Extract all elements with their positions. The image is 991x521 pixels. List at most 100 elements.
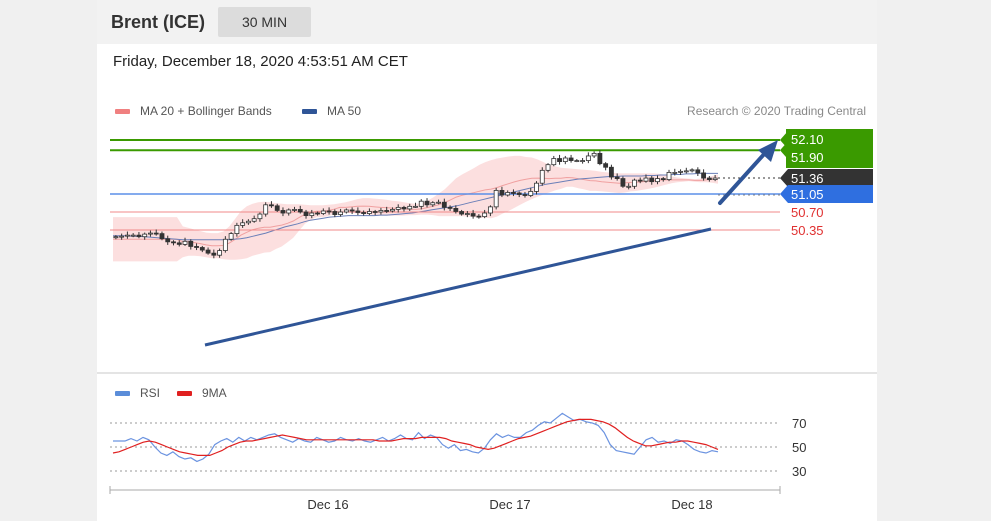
candle-body bbox=[280, 210, 286, 214]
candle bbox=[447, 205, 453, 211]
candle bbox=[349, 207, 355, 215]
candle bbox=[470, 209, 476, 219]
candle-body bbox=[222, 238, 228, 251]
candle-body bbox=[274, 205, 280, 211]
candle-body bbox=[182, 240, 188, 245]
candle-body bbox=[326, 210, 332, 213]
legend-ma50: MA 50 bbox=[302, 104, 361, 118]
candle-body bbox=[418, 200, 424, 207]
candle bbox=[148, 230, 153, 237]
candle-body bbox=[643, 177, 649, 182]
candle-body bbox=[660, 178, 666, 180]
candle-body bbox=[551, 158, 557, 166]
legend-9ma-label: 9MA bbox=[202, 386, 227, 400]
candle bbox=[493, 187, 499, 210]
candle-body bbox=[390, 209, 395, 212]
rsi-tick-label: 50 bbox=[792, 440, 806, 455]
candle-body bbox=[459, 211, 465, 215]
candle-body bbox=[626, 185, 632, 188]
candle bbox=[562, 155, 568, 165]
candle bbox=[522, 191, 528, 198]
ma50-swatch bbox=[302, 108, 317, 114]
candle-body bbox=[649, 177, 655, 183]
candle bbox=[366, 208, 372, 216]
candle bbox=[574, 159, 580, 163]
candle-body bbox=[511, 192, 516, 194]
candle-body bbox=[620, 178, 626, 187]
candle bbox=[361, 210, 367, 216]
candle-body bbox=[591, 152, 597, 157]
candle-body bbox=[332, 211, 338, 215]
ma9-swatch bbox=[177, 390, 192, 396]
candle bbox=[384, 206, 390, 214]
candle-body bbox=[545, 164, 551, 171]
timeframe-button[interactable]: 30 MIN bbox=[218, 7, 311, 37]
level-label: 51.05 bbox=[791, 187, 824, 202]
candle bbox=[234, 222, 240, 237]
candle bbox=[309, 209, 315, 219]
candle bbox=[159, 231, 165, 241]
level-label: 51.36 bbox=[791, 171, 824, 186]
candle-body bbox=[113, 236, 119, 239]
candle-body bbox=[407, 205, 413, 210]
candle bbox=[372, 209, 378, 216]
timestamp: Friday, December 18, 2020 4:53:51 AM CET bbox=[113, 53, 408, 70]
candle bbox=[297, 205, 303, 214]
candle-body bbox=[539, 169, 545, 184]
legend-rsi: RSI bbox=[115, 386, 160, 400]
candle-body bbox=[320, 210, 326, 214]
candle bbox=[171, 240, 176, 246]
candle-body bbox=[557, 158, 562, 162]
level-label: 50.35 bbox=[791, 223, 824, 238]
candle-body bbox=[522, 194, 528, 196]
candle bbox=[511, 189, 516, 197]
candle-body bbox=[349, 209, 355, 212]
candle bbox=[626, 183, 632, 190]
candle bbox=[655, 175, 660, 185]
projection-arrow-head bbox=[758, 140, 778, 162]
candle bbox=[332, 209, 338, 218]
candle bbox=[240, 219, 246, 228]
candle bbox=[315, 211, 320, 216]
candle bbox=[603, 162, 609, 171]
candle bbox=[390, 207, 395, 213]
x-tick-label: Dec 17 bbox=[489, 497, 530, 512]
candle bbox=[395, 204, 401, 213]
legend-ma50-label: MA 50 bbox=[327, 104, 362, 118]
candle-body bbox=[430, 202, 436, 206]
candle-body bbox=[441, 201, 447, 208]
candle bbox=[505, 190, 511, 197]
bollinger-band bbox=[113, 155, 718, 262]
candle bbox=[430, 201, 436, 207]
candle bbox=[545, 163, 551, 173]
candle bbox=[689, 168, 695, 173]
candle-body bbox=[378, 210, 384, 213]
chart-card: Brent (ICE) 30 MIN Friday, December 18, … bbox=[97, 0, 877, 521]
candle-body bbox=[672, 171, 678, 174]
candle-body bbox=[493, 189, 499, 208]
candle bbox=[528, 187, 534, 198]
candle-body bbox=[153, 232, 159, 235]
candle-body bbox=[597, 152, 603, 165]
candle-body bbox=[165, 238, 171, 243]
candle bbox=[516, 191, 522, 198]
candle-body bbox=[384, 210, 390, 212]
candle bbox=[263, 202, 269, 217]
candle-body bbox=[292, 209, 297, 211]
candle bbox=[401, 205, 407, 212]
ma20-swatch bbox=[115, 108, 130, 114]
candle bbox=[678, 169, 683, 175]
candle bbox=[407, 203, 413, 211]
candle-body bbox=[217, 250, 223, 256]
candle-body bbox=[562, 157, 568, 162]
candle bbox=[176, 240, 182, 247]
candle bbox=[130, 233, 136, 238]
candle-body bbox=[263, 204, 269, 215]
candle bbox=[269, 201, 274, 208]
candle-body bbox=[176, 242, 182, 245]
candle bbox=[194, 243, 199, 251]
candle bbox=[643, 174, 649, 183]
candle-body bbox=[142, 233, 148, 238]
candle bbox=[424, 198, 430, 208]
candle bbox=[620, 176, 626, 188]
